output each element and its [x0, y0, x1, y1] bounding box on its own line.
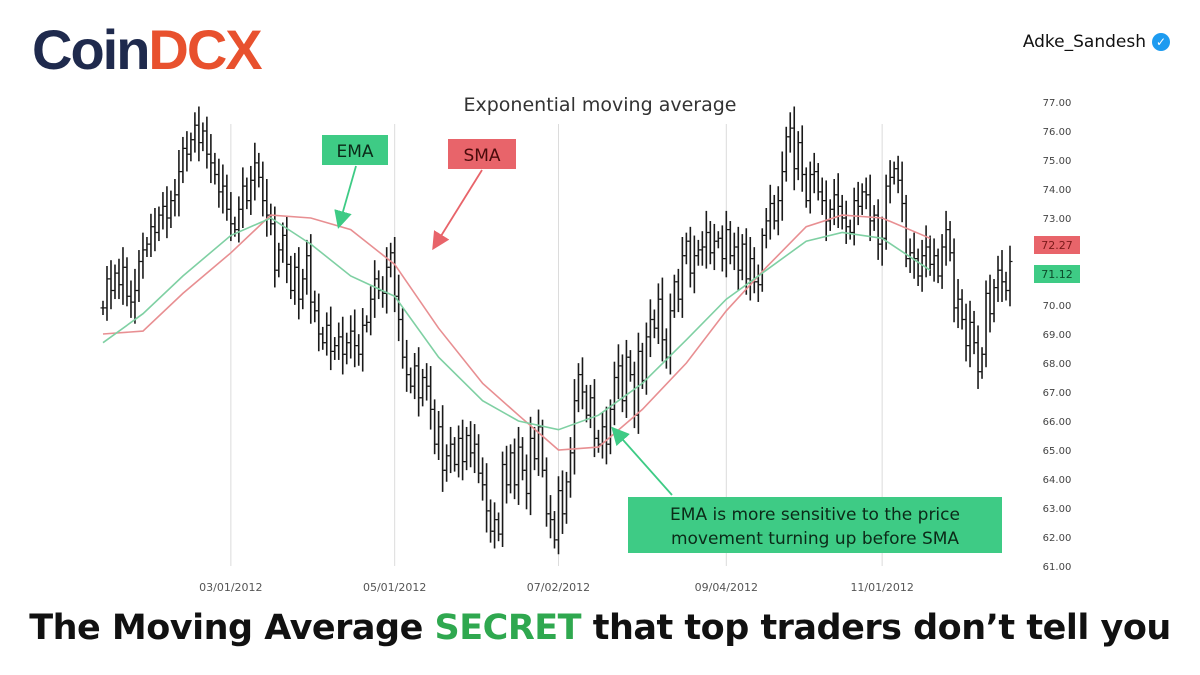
logo-coin-text: Coin — [32, 18, 150, 81]
x-tick-label: 11/01/2012 — [850, 581, 913, 594]
y-tick-label: 61.00 — [1043, 562, 1072, 573]
y-tick-label: 74.00 — [1043, 185, 1072, 196]
logo-dcx-text: DCX — [148, 18, 262, 81]
y-axis-ticks: 77.0076.0075.0074.0073.0072.0071.0070.00… — [1043, 98, 1072, 573]
sma-last-value: 72.27 — [1041, 239, 1073, 252]
ema-last-value-badge — [1034, 265, 1080, 283]
sma-line — [102, 214, 931, 451]
author-name: Adke_Sandesh — [1022, 32, 1146, 52]
chart-background — [95, 88, 1020, 576]
y-tick-label: 64.00 — [1043, 475, 1072, 486]
headline-part1: The Moving Average — [29, 608, 435, 648]
sma-last-value-badge — [1034, 236, 1080, 254]
x-axis-ticks: 03/01/2012 05/01/2012 07/02/2012 09/04/2012… — [199, 581, 914, 594]
sma-annotation-box — [448, 139, 516, 169]
x-tick-label: 03/01/2012 — [199, 581, 262, 594]
y-tick-label: 76.00 — [1043, 127, 1072, 138]
x-tick-label: 07/02/2012 — [527, 581, 590, 594]
sensitivity-annotation-line2: movement turning up before SMA — [671, 529, 959, 549]
y-tick-label: 66.00 — [1043, 417, 1072, 428]
x-tick-label: 09/04/2012 — [695, 581, 758, 594]
y-tick-label: 62.00 — [1043, 533, 1072, 544]
y-tick-label: 70.00 — [1043, 301, 1072, 312]
headline: The Moving Average SECRET that top trade… — [0, 608, 1200, 648]
price-bar — [1007, 245, 1013, 307]
sma-annotation-label: SMA — [463, 146, 500, 166]
coindcx-logo: CoinDCX — [32, 22, 263, 78]
chart-title: Exponential moving average — [464, 94, 737, 116]
sensitivity-annotation-box — [628, 497, 1002, 553]
ema-annotation-box — [322, 135, 388, 165]
y-tick-label: 65.00 — [1043, 446, 1072, 457]
ema-annotation-label: EMA — [336, 142, 373, 162]
headline-part2: that top traders don’t tell you — [581, 608, 1172, 648]
y-tick-label: 68.00 — [1043, 359, 1072, 370]
price-bars — [100, 106, 1013, 555]
ema-line — [102, 217, 931, 431]
y-tick-label: 75.00 — [1043, 156, 1072, 167]
x-tick-label: 05/01/2012 — [363, 581, 426, 594]
headline-highlight: SECRET — [434, 608, 582, 648]
ema-annotation-arrow — [334, 165, 357, 229]
sensitivity-annotation-arrow — [611, 426, 673, 496]
ema-last-value: 71.12 — [1041, 268, 1073, 281]
y-tick-label: 77.00 — [1043, 98, 1072, 109]
sma-annotation-arrow — [432, 169, 483, 251]
author-handle[interactable]: Adke_Sandesh ✓ — [1023, 32, 1170, 52]
y-tick-label: 73.00 — [1043, 214, 1072, 225]
ema-sma-chart: 77.0076.0075.0074.0073.0072.0071.0070.00… — [95, 88, 1080, 594]
y-tick-label: 69.00 — [1043, 330, 1072, 341]
sensitivity-annotation-line1: EMA is more sensitive to the price — [670, 505, 960, 525]
y-tick-label: 67.00 — [1043, 388, 1072, 399]
y-tick-label: 63.00 — [1043, 504, 1072, 515]
verified-badge-icon: ✓ — [1152, 33, 1170, 51]
